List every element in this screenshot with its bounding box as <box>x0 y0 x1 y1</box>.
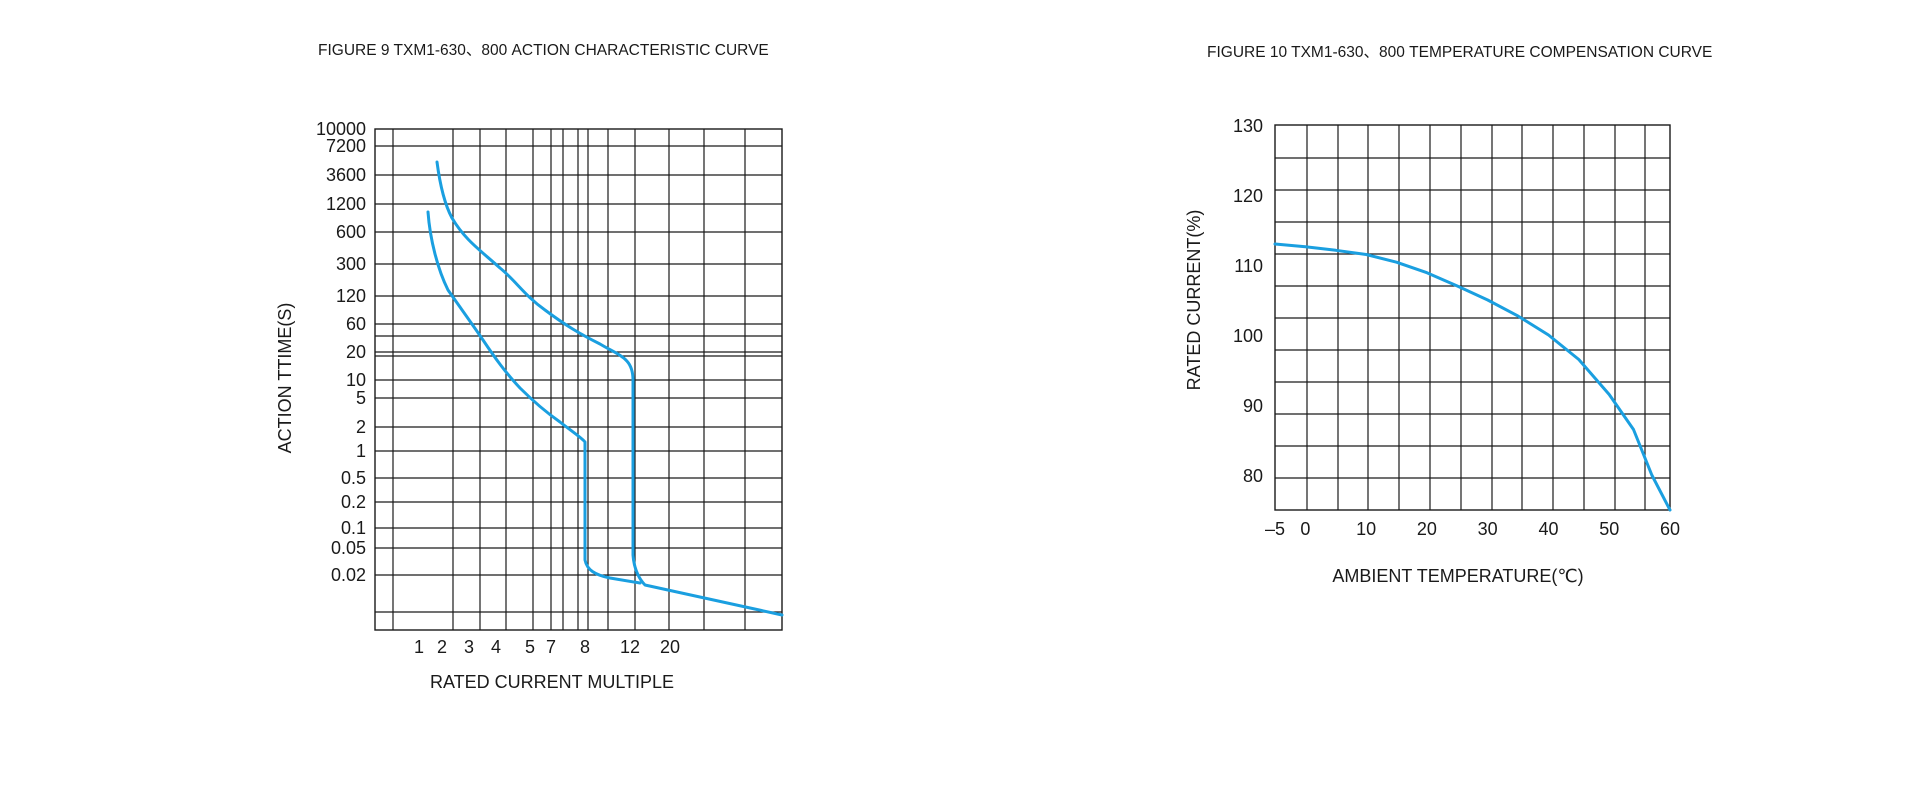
fig9-x-tick-label: 20 <box>660 637 680 657</box>
fig9-x-tick-label: 5 <box>525 637 535 657</box>
fig9-curves <box>426 160 784 617</box>
fig9-y-tick-label: 60 <box>346 314 366 334</box>
fig9-y-axis-label: ACTION TTIME(S) <box>275 303 295 454</box>
fig10-y-axis-label: RATED CURRENT(%) <box>1184 210 1204 391</box>
fig9-y-tick-label: 2 <box>356 417 366 437</box>
fig10-x-tick-label: 10 <box>1356 519 1376 539</box>
action-characteristic-chart: FIGURE 9 TXM1-630、800 ACTION CHARACTERIS… <box>275 42 784 692</box>
fig10-y-tick-label: 130 <box>1233 116 1263 136</box>
fig9-y-tick-label: 1 <box>356 441 366 461</box>
fig9-y-tick-label: 10 <box>346 370 366 390</box>
temperature-compensation-chart: FIGURE 10 TXM1-630、800 TEMPERATURE COMPE… <box>1184 44 1712 586</box>
fig10-y-tick-label: 80 <box>1243 466 1263 486</box>
fig10-x-tick-label: 50 <box>1599 519 1619 539</box>
fig9-x-tick-label: 4 <box>491 637 501 657</box>
fig10-x-tick-label: 40 <box>1538 519 1558 539</box>
fig10-x-tick-labels: –5 0 10 20 30 40 50 60 <box>1265 519 1680 539</box>
fig10-grid <box>1274 124 1671 511</box>
fig10-title: FIGURE 10 TXM1-630、800 TEMPERATURE COMPE… <box>1207 44 1712 61</box>
fig9-x-tick-label: 2 <box>437 637 447 657</box>
fig9-x-tick-label: 12 <box>620 637 640 657</box>
fig10-x-tick-label: –5 <box>1265 519 1285 539</box>
fig9-y-tick-label: 0.2 <box>341 492 366 512</box>
fig9-upper-curve <box>435 160 784 617</box>
fig10-y-tick-label: 110 <box>1234 256 1263 276</box>
fig10-y-tick-label: 120 <box>1233 186 1263 206</box>
fig10-y-tick-label: 100 <box>1233 326 1263 346</box>
fig9-y-tick-label: 0.1 <box>341 518 366 538</box>
fig10-x-tick-label: 20 <box>1417 519 1437 539</box>
fig9-y-tick-label: 0.5 <box>341 468 366 488</box>
fig9-title: FIGURE 9 TXM1-630、800 ACTION CHARACTERIS… <box>318 42 769 59</box>
fig9-y-tick-label: 20 <box>346 342 366 362</box>
fig9-x-tick-label: 8 <box>580 637 590 657</box>
fig9-lower-curve <box>426 210 642 585</box>
fig9-y-tick-label: 7200 <box>326 136 366 156</box>
fig10-y-tick-label: 90 <box>1243 396 1263 416</box>
fig9-y-tick-label: 10000 <box>316 119 366 139</box>
fig9-y-tick-label: 0.05 <box>331 538 366 558</box>
fig10-compensation-curve <box>1273 242 1672 512</box>
fig9-grid <box>374 128 783 631</box>
fig10-curves <box>1273 242 1672 512</box>
fig9-x-tick-label: 7 <box>546 637 556 657</box>
fig9-y-tick-label: 120 <box>336 286 366 306</box>
fig9-y-tick-label: 0.02 <box>331 565 366 585</box>
fig10-x-tick-label: 60 <box>1660 519 1680 539</box>
fig9-x-tick-labels: 1 2 3 4 5 7 8 12 20 <box>414 637 680 657</box>
fig9-y-tick-label: 5 <box>356 388 366 408</box>
fig9-y-tick-label: 3600 <box>326 165 366 185</box>
fig10-x-tick-label: 30 <box>1478 519 1498 539</box>
fig9-x-tick-label: 1 <box>414 637 424 657</box>
fig10-x-axis-label: AMBIENT TEMPERATURE(℃) <box>1332 566 1583 586</box>
fig9-y-tick-label: 1200 <box>326 194 366 214</box>
fig10-x-tick-label: 0 <box>1300 519 1310 539</box>
fig9-x-tick-label: 3 <box>464 637 474 657</box>
fig9-y-tick-label: 300 <box>336 254 366 274</box>
fig9-y-tick-label: 600 <box>336 222 366 242</box>
fig9-x-axis-label: RATED CURRENT MULTIPLE <box>430 672 674 692</box>
fig10-y-tick-labels: 130 120 110 100 90 80 <box>1233 116 1263 486</box>
